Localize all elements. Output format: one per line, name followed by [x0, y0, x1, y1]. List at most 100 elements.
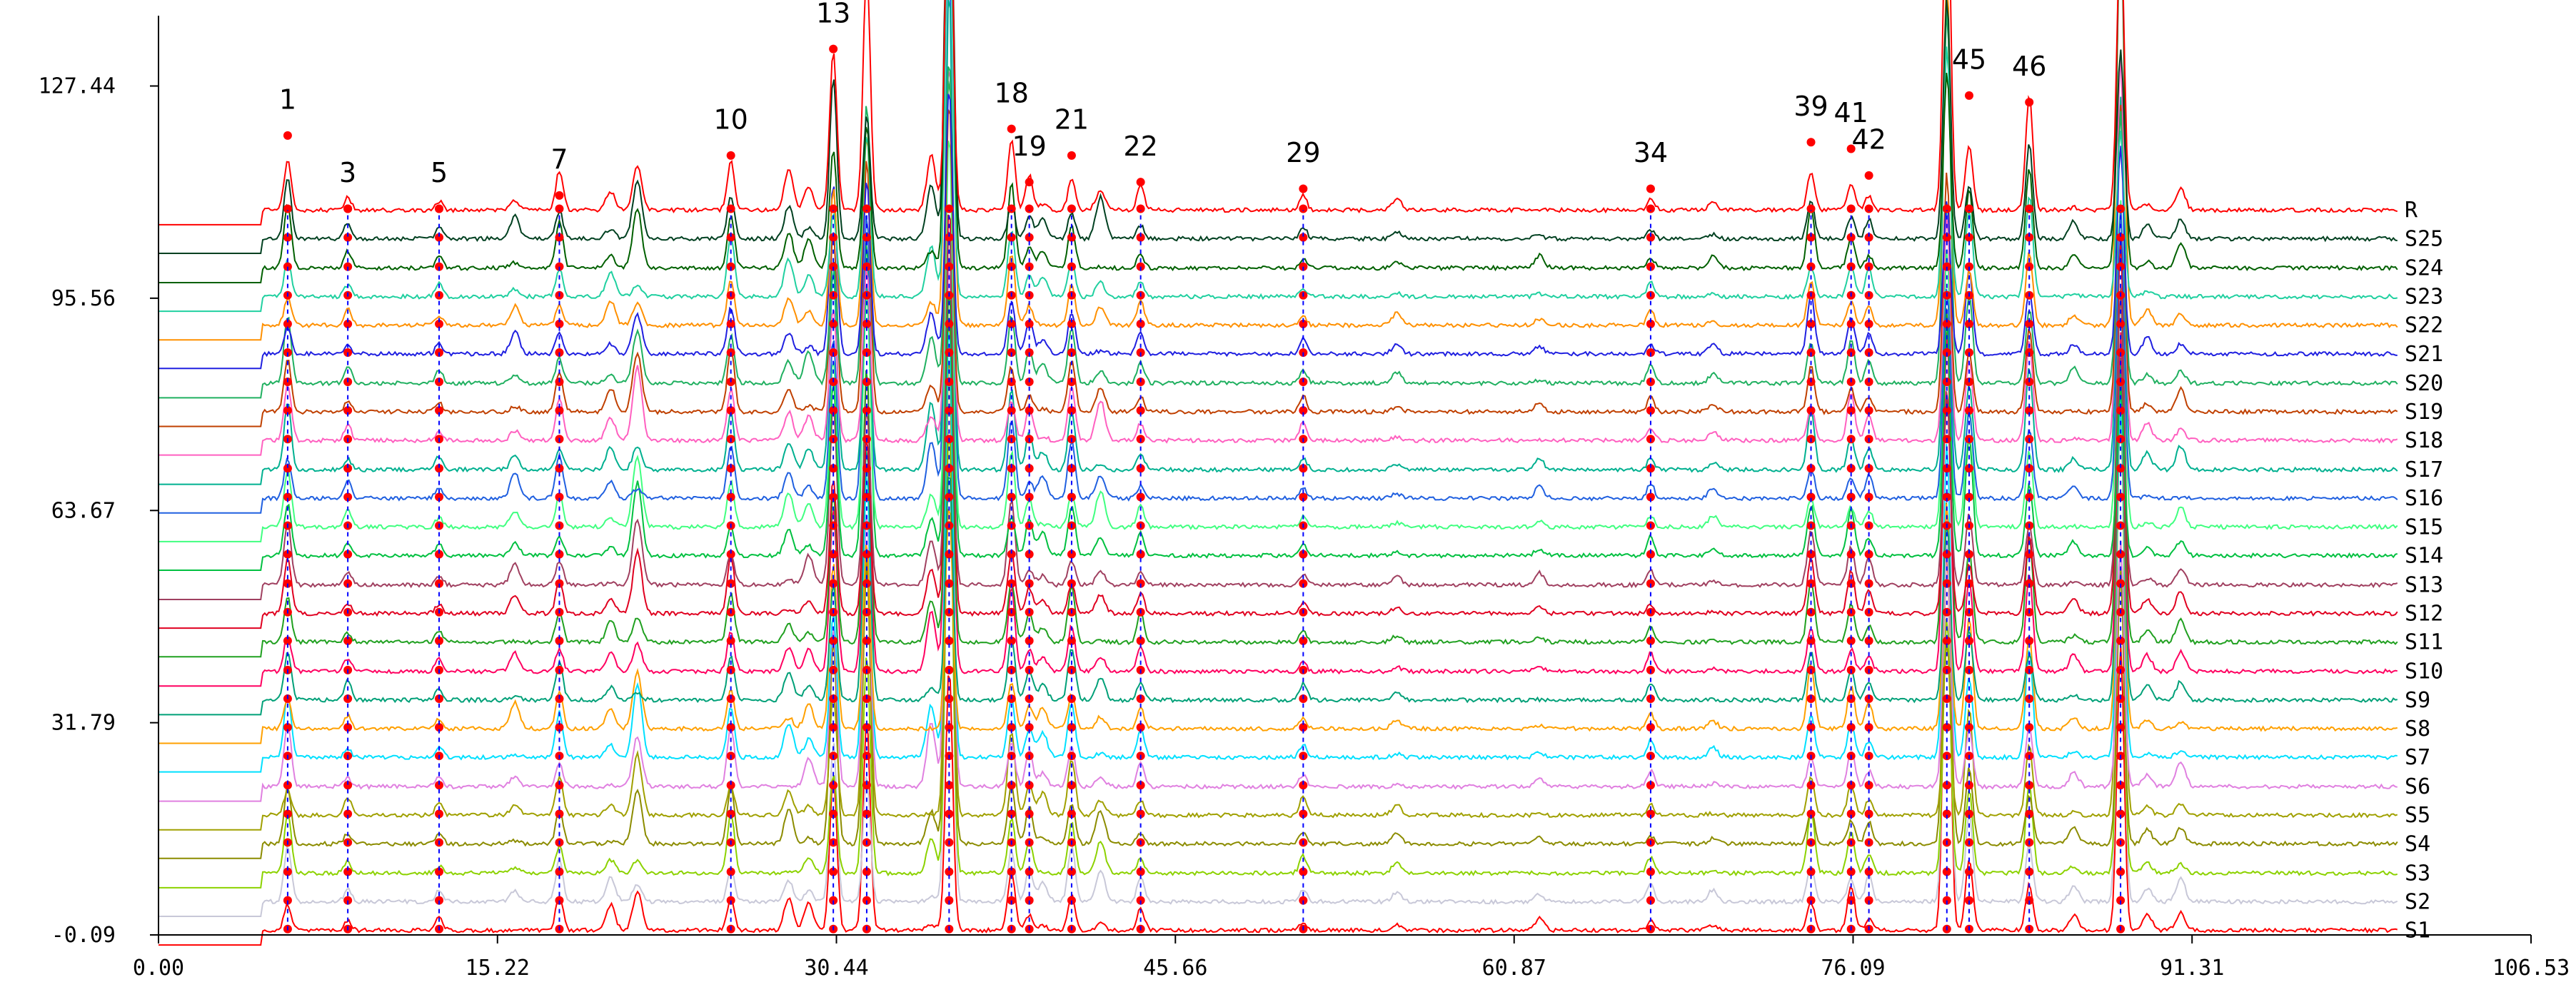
peak-marker [1846, 809, 1856, 819]
peak-apex-marker [726, 151, 735, 160]
trace-S17 [159, 0, 2398, 485]
peak-marker [435, 636, 444, 645]
peak-apex-marker [343, 204, 353, 213]
peak-marker [555, 406, 564, 415]
peak-apex-marker [1007, 124, 1016, 133]
peak-marker [2116, 867, 2125, 876]
peak-marker [726, 406, 735, 415]
trace-S9 [159, 357, 2398, 716]
peak-apex-marker [1864, 171, 1873, 180]
peak-marker [555, 550, 564, 559]
peak-marker [1964, 550, 1973, 559]
peak-marker [1136, 204, 1145, 213]
trace-S24 [159, 0, 2398, 283]
peak-apex-marker [1299, 184, 1308, 193]
peak-label: 19 [1012, 131, 1046, 162]
x-tick-label: 45.66 [1143, 956, 1207, 981]
peak-marker [1864, 636, 1873, 645]
peak-apex-marker [555, 191, 564, 200]
peak-marker [1025, 809, 1034, 819]
peak-marker [555, 464, 564, 473]
peak-marker [1806, 723, 1816, 732]
peak-marker [862, 233, 871, 242]
x-axis-ticks: 0.00 15.22 30.44 45.66 60.87 76.09 91.31 106.53 [133, 935, 2570, 981]
trace-S23 [159, 0, 2398, 313]
peak-marker [1007, 550, 1016, 559]
sample-label: S23 [2405, 285, 2443, 310]
peak-marker [1025, 781, 1034, 790]
peak-marker [435, 809, 444, 819]
peak-marker [726, 319, 735, 328]
peak-marker [2025, 781, 2034, 790]
peak-marker [343, 781, 353, 790]
peak-marker [862, 406, 871, 415]
peak-marker [1007, 406, 1016, 415]
sample-label: S17 [2405, 457, 2443, 482]
peak-marker [435, 233, 444, 242]
sample-label: S10 [2405, 659, 2443, 684]
peak-marker [1067, 492, 1076, 502]
peak-marker [1299, 464, 1308, 473]
sample-label: S25 [2405, 226, 2443, 251]
peak-marker [1299, 809, 1308, 819]
peak-marker [1299, 233, 1308, 242]
sample-label: S12 [2405, 602, 2443, 627]
trace-S5 [159, 323, 2398, 831]
peak-marker [829, 636, 838, 645]
peak-marker [1299, 781, 1308, 790]
sample-label: S20 [2405, 371, 2443, 396]
peak-marker [555, 636, 564, 645]
peak-marker [343, 464, 353, 473]
y-tick-label: 127.44 [39, 74, 116, 98]
trace-S6 [159, 270, 2398, 802]
peak-marker [1846, 781, 1856, 790]
peak-marker [1864, 406, 1873, 415]
peak-marker [1942, 319, 1951, 328]
peak-marker [945, 781, 954, 790]
peak-marker [1942, 781, 1951, 790]
peak-marker [1299, 867, 1308, 876]
peak-marker [343, 319, 353, 328]
peak-marker [1007, 233, 1016, 242]
peak-marker [862, 867, 871, 876]
peak-marker [1136, 781, 1145, 790]
peak-marker [1964, 464, 1973, 473]
peak-marker [945, 550, 954, 559]
peak-marker [829, 781, 838, 790]
axes-layer [158, 16, 2531, 936]
peak-marker [726, 867, 735, 876]
peak-marker [945, 723, 954, 732]
peak-marker [2025, 204, 2034, 213]
peak-marker [2116, 636, 2125, 645]
peak-marker [1646, 233, 1655, 242]
peak-marker [1964, 492, 1973, 502]
peak-marker [2025, 723, 2034, 732]
trace-S13 [159, 235, 2398, 600]
peak-marker [1067, 809, 1076, 819]
peak-marker [1007, 204, 1016, 213]
peak-marker [829, 809, 838, 819]
peak-marker [1806, 204, 1816, 213]
peak-marker [1846, 723, 1856, 732]
peak-marker [1025, 636, 1034, 645]
trace-S2 [159, 432, 2398, 917]
peak-marker [555, 204, 564, 213]
peak-marker [862, 492, 871, 502]
peak-marker [726, 723, 735, 732]
y-tick-label: 63.67 [51, 498, 116, 523]
peak-marker [1299, 636, 1308, 645]
peak-marker [1846, 636, 1856, 645]
peak-marker [1646, 636, 1655, 645]
peak-apex-marker [1136, 178, 1145, 187]
sample-label: S5 [2405, 803, 2430, 828]
peak-marker [1942, 464, 1951, 473]
trace-S15 [159, 141, 2398, 542]
peak-marker [343, 550, 353, 559]
peak-marker [1806, 319, 1816, 328]
peak-marker [2116, 204, 2125, 213]
peak-marker [829, 233, 838, 242]
y-axis-ticks: -0.09 31.79 63.67 95.56 127.44 [39, 74, 159, 948]
peak-label: 21 [1055, 104, 1089, 136]
peak-marker [2025, 464, 2034, 473]
peak-marker [726, 636, 735, 645]
